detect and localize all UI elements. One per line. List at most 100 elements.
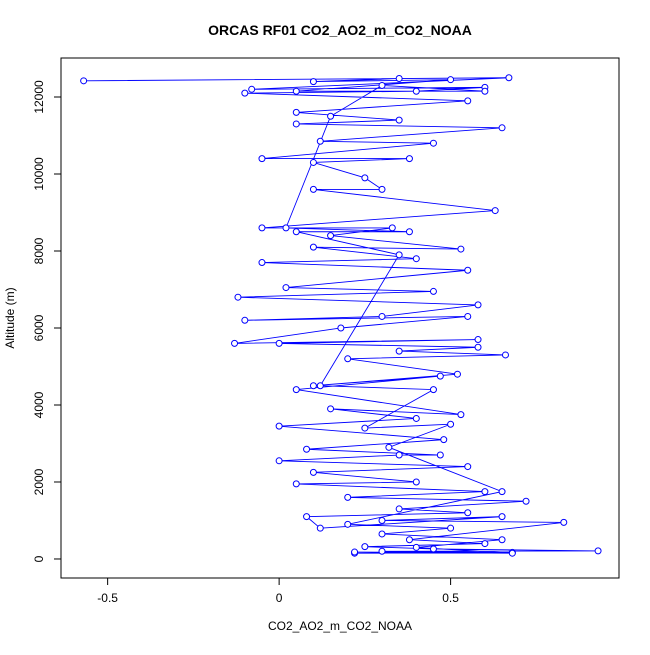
data-point [378, 81, 386, 89]
data-point [498, 488, 506, 496]
data-point [457, 245, 465, 253]
x-axis-label: CO2_AO2_m_CO2_NOAA [268, 619, 412, 633]
data-point [292, 108, 300, 116]
data-point [361, 174, 369, 182]
data-point [258, 259, 266, 267]
data-point [258, 155, 266, 163]
data-point [327, 232, 335, 240]
data-point [344, 355, 352, 363]
data-point [440, 436, 448, 444]
data-point [594, 547, 602, 555]
data-point [412, 414, 420, 422]
data-point [474, 301, 482, 309]
data-point [395, 116, 403, 124]
data-point [464, 509, 472, 517]
data-point [275, 457, 283, 465]
data-point [464, 312, 472, 320]
data-point [309, 382, 317, 390]
data-point [481, 540, 489, 548]
data-point [292, 120, 300, 128]
data-point [395, 505, 403, 513]
data-point [388, 224, 396, 232]
data-point [436, 451, 444, 459]
data-point [508, 549, 516, 557]
data-point [447, 76, 455, 84]
data-point [491, 207, 499, 215]
data-point [361, 543, 369, 551]
y-tick-label: 2000 [32, 468, 46, 495]
data-point [303, 445, 311, 453]
data-point [474, 336, 482, 344]
data-point [464, 266, 472, 274]
data-point [501, 351, 509, 359]
data-point [327, 112, 335, 120]
data-point [234, 293, 242, 301]
data-point [498, 124, 506, 132]
data-point [292, 87, 300, 95]
data-point [361, 424, 369, 432]
data-point [505, 74, 513, 82]
data-point [282, 224, 290, 232]
data-point [258, 224, 266, 232]
data-point [309, 78, 317, 86]
data-point [464, 97, 472, 105]
data-point [309, 468, 317, 476]
data-point [498, 513, 506, 521]
data-point [337, 324, 345, 332]
data-point [405, 155, 413, 163]
data-point [316, 382, 324, 390]
plot-frame [60, 57, 620, 579]
data-point [429, 545, 437, 553]
data-line [83, 77, 599, 554]
data-point [464, 463, 472, 471]
y-tick-label: 12000 [32, 80, 46, 114]
data-point [241, 316, 249, 324]
data-point [436, 372, 444, 380]
data-point [412, 478, 420, 486]
data-point [327, 405, 335, 413]
data-point [80, 77, 88, 85]
data-point [429, 287, 437, 295]
data-point [405, 228, 413, 236]
data-point [560, 518, 568, 526]
data-point [351, 548, 359, 556]
data-point [231, 339, 239, 347]
data-point [522, 497, 530, 505]
data-point [498, 536, 506, 544]
data-point [412, 255, 420, 263]
data-point [316, 137, 324, 145]
data-point [316, 524, 324, 532]
data-point [457, 411, 465, 419]
data-point [309, 243, 317, 251]
x-tick-label: 0.5 [442, 591, 459, 605]
data-point [429, 386, 437, 394]
data-point [474, 343, 482, 351]
data-point [344, 520, 352, 528]
data-point [429, 139, 437, 147]
chart-title: ORCAS RF01 CO2_AO2_m_CO2_NOAA [208, 22, 472, 38]
data-point [481, 488, 489, 496]
data-point [378, 185, 386, 193]
data-point [292, 480, 300, 488]
data-point [378, 547, 386, 555]
data-point [275, 339, 283, 347]
data-point [378, 530, 386, 538]
y-tick-label: 10000 [32, 157, 46, 191]
y-tick-label: 8000 [32, 237, 46, 264]
x-tick-label: -0.5 [97, 591, 118, 605]
data-point [447, 524, 455, 532]
data-point [241, 89, 249, 97]
data-point [453, 370, 461, 378]
data-point [395, 251, 403, 259]
data-point [309, 158, 317, 166]
data-point [292, 386, 300, 394]
data-point [303, 513, 311, 521]
data-point [309, 185, 317, 193]
y-tick-label: 6000 [32, 314, 46, 341]
x-tick-label: 0 [276, 591, 283, 605]
data-point [344, 493, 352, 501]
data-point [447, 420, 455, 428]
data-point [412, 87, 420, 95]
